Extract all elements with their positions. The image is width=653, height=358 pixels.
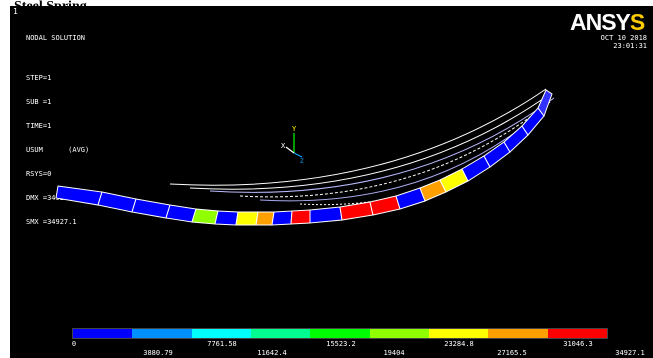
date-time: 23:01:31 bbox=[613, 42, 647, 50]
axis-label-x: X bbox=[281, 142, 286, 150]
logo-text-accent: S bbox=[629, 9, 645, 35]
date-day: OCT 10 2018 bbox=[600, 34, 647, 42]
wireframe-line bbox=[189, 93, 551, 190]
info-line: USUM (AVG) bbox=[26, 146, 90, 154]
axis-label-z: Z bbox=[300, 158, 304, 165]
date-stamp: OCT 10 2018 23:01:31 bbox=[601, 34, 647, 50]
legend-segment bbox=[547, 329, 607, 338]
legend-segment bbox=[191, 329, 251, 338]
info-line: NODAL SOLUTION bbox=[26, 34, 86, 42]
info-line: SUB =1 bbox=[26, 98, 52, 106]
ansys-logo: ANSYS bbox=[570, 9, 645, 35]
axis-label-y: Y bbox=[292, 125, 297, 133]
deformed-spring-model: Y X Z bbox=[55, 88, 555, 226]
info-line: SMX =34927.1 bbox=[26, 218, 77, 226]
graphics-viewport[interactable]: 1 NODAL SOLUTION STEP=1 SUB =1 TIME=1 US… bbox=[10, 6, 653, 358]
contour-legend-bar bbox=[72, 328, 608, 339]
contour-band bbox=[55, 89, 553, 226]
wireframe-line bbox=[169, 88, 547, 186]
window-number: 1 bbox=[13, 7, 18, 16]
legend-segment bbox=[250, 329, 311, 338]
axis-triad bbox=[285, 133, 303, 158]
legend-segment bbox=[488, 329, 548, 338]
legend-segment bbox=[428, 329, 489, 338]
legend-segment bbox=[73, 329, 133, 338]
info-line: TIME=1 bbox=[26, 122, 52, 130]
info-line: STEP=1 bbox=[26, 74, 52, 82]
legend-segment bbox=[369, 329, 429, 338]
wireframe-line bbox=[209, 97, 555, 193]
wireframe-line bbox=[239, 101, 551, 198]
legend-segment bbox=[310, 329, 370, 338]
logo-text: ANSY bbox=[570, 9, 631, 35]
legend-segment bbox=[132, 329, 192, 338]
info-line: RSYS=0 bbox=[26, 170, 52, 178]
